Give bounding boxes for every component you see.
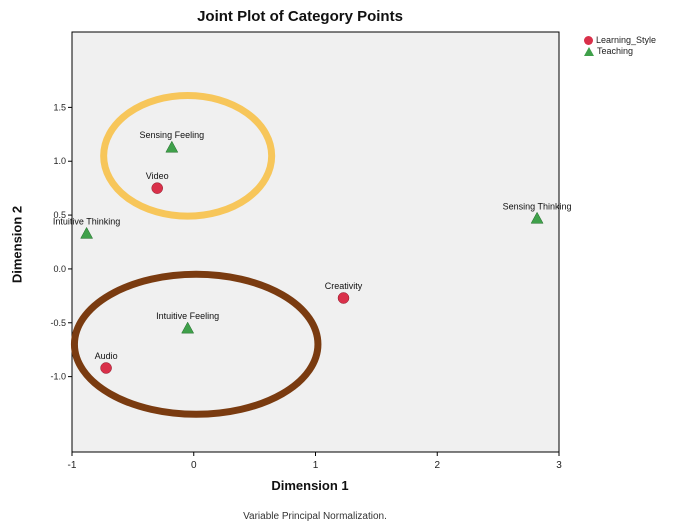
data-point-learning-style [100, 362, 112, 374]
highlight-ellipse-brown [70, 270, 322, 418]
data-point-teaching [530, 211, 544, 224]
circle-marker-icon [584, 36, 593, 45]
x-tick-label: -1 [68, 460, 77, 471]
point-label: Intuitive Thinking [53, 216, 120, 226]
triangle-marker-icon [584, 47, 594, 56]
point-label: Video [146, 171, 169, 181]
x-tick-label: 0 [191, 460, 197, 471]
legend-item-learning-style: Learning_Style [584, 35, 656, 46]
y-tick-label: 1.0 [53, 156, 66, 166]
point-label: Sensing Thinking [503, 201, 572, 211]
y-tick-label: -0.5 [50, 318, 66, 328]
y-tick-label: 0.5 [53, 210, 66, 220]
chart-footnote: Variable Principal Normalization. [243, 511, 387, 522]
data-point-teaching [165, 140, 179, 153]
point-label: Intuitive Feeling [156, 311, 219, 321]
x-tick-label: 2 [434, 460, 440, 471]
plot-area [71, 31, 560, 453]
x-axis-label: Dimension 1 [271, 478, 349, 493]
data-point-teaching [181, 321, 195, 334]
y-tick-label: 1.5 [53, 102, 66, 112]
highlight-ellipse-yellow [100, 92, 276, 220]
data-point-learning-style [337, 292, 350, 304]
point-label: Sensing Feeling [140, 130, 205, 140]
legend-label: Learning_Style [596, 35, 657, 45]
y-tick-label: 0.0 [53, 264, 66, 274]
data-point-learning-style [151, 182, 163, 194]
point-label: Audio [95, 351, 118, 361]
y-tick-label: -1.0 [50, 372, 66, 382]
point-label: Creativity [325, 281, 363, 291]
data-point-teaching [80, 226, 94, 239]
y-axis-label: Dimension 2 [9, 205, 25, 284]
legend: Learning_Style Teaching [584, 35, 656, 57]
legend-label: Teaching [597, 46, 634, 56]
chart-title: Joint Plot of Category Points [197, 8, 403, 25]
legend-item-teaching: Teaching [584, 46, 656, 57]
x-tick-label: 3 [556, 460, 562, 471]
x-tick-label: 1 [313, 460, 319, 471]
